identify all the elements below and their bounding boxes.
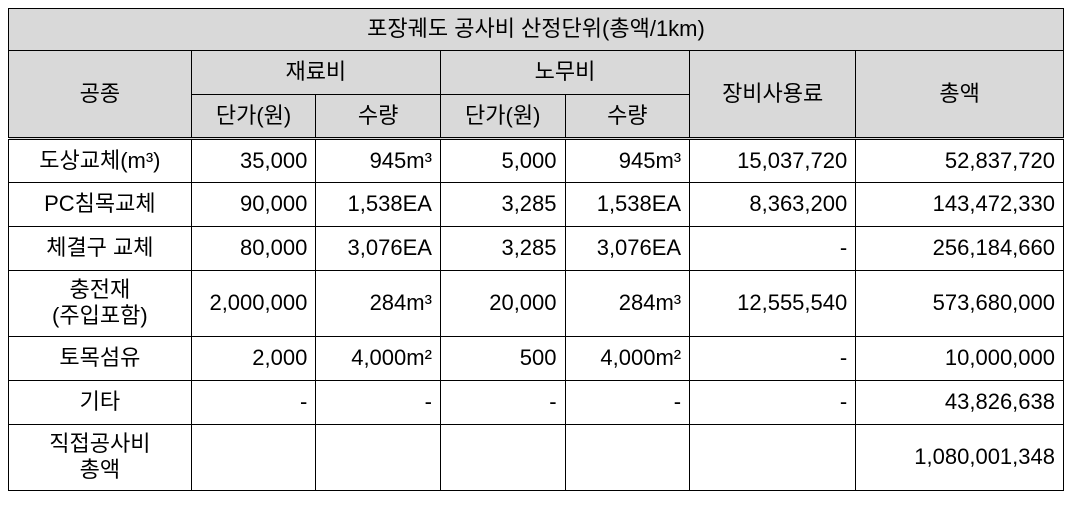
cell-equip: - bbox=[690, 227, 856, 271]
cell-mat-qty bbox=[316, 424, 441, 490]
cell-lab-qty: 284m³ bbox=[565, 271, 690, 337]
header-material-cost: 재료비 bbox=[191, 51, 440, 95]
row-label: 충전재(주입포함) bbox=[9, 271, 192, 337]
row-label: PC침목교체 bbox=[9, 183, 192, 227]
cell-lab-price bbox=[440, 424, 565, 490]
cell-mat-qty: 4,000m² bbox=[316, 336, 441, 380]
cell-total: 52,837,720 bbox=[856, 139, 1064, 183]
cell-lab-qty: 3,076EA bbox=[565, 227, 690, 271]
table-row: PC침목교체 90,000 1,538EA 3,285 1,538EA 8,36… bbox=[9, 183, 1064, 227]
table-row: 토목섬유 2,000 4,000m² 500 4,000m² - 10,000,… bbox=[9, 336, 1064, 380]
table-row: 충전재(주입포함) 2,000,000 284m³ 20,000 284m³ 1… bbox=[9, 271, 1064, 337]
cell-total: 143,472,330 bbox=[856, 183, 1064, 227]
cell-total: 256,184,660 bbox=[856, 227, 1064, 271]
cell-lab-qty: - bbox=[565, 380, 690, 424]
table-title: 포장궤도 공사비 산정단위(총액/1km) bbox=[9, 9, 1064, 51]
cell-total: 1,080,001,348 bbox=[856, 424, 1064, 490]
header-work-type: 공종 bbox=[9, 51, 192, 139]
cell-lab-qty: 1,538EA bbox=[565, 183, 690, 227]
cell-lab-price: 3,285 bbox=[440, 227, 565, 271]
cell-equip: 8,363,200 bbox=[690, 183, 856, 227]
row-label: 직접공사비총액 bbox=[9, 424, 192, 490]
cost-estimation-table: 포장궤도 공사비 산정단위(총액/1km) 공종 재료비 노무비 장비사용료 총… bbox=[8, 8, 1064, 491]
cell-lab-qty: 945m³ bbox=[565, 139, 690, 183]
header-equipment-fee: 장비사용료 bbox=[690, 51, 856, 139]
header-lab-unit-price: 단가(원) bbox=[440, 95, 565, 139]
cell-mat-price: 80,000 bbox=[191, 227, 316, 271]
cell-mat-qty: 945m³ bbox=[316, 139, 441, 183]
cell-mat-qty: 1,538EA bbox=[316, 183, 441, 227]
cell-lab-qty bbox=[565, 424, 690, 490]
cell-lab-price: 20,000 bbox=[440, 271, 565, 337]
cell-lab-qty: 4,000m² bbox=[565, 336, 690, 380]
cell-lab-price: 500 bbox=[440, 336, 565, 380]
cell-mat-qty: 3,076EA bbox=[316, 227, 441, 271]
table-row: 도상교체(m³) 35,000 945m³ 5,000 945m³ 15,037… bbox=[9, 139, 1064, 183]
cell-equip bbox=[690, 424, 856, 490]
cell-lab-price: 5,000 bbox=[440, 139, 565, 183]
cell-lab-price: 3,285 bbox=[440, 183, 565, 227]
table-row: 체결구 교체 80,000 3,076EA 3,285 3,076EA - 25… bbox=[9, 227, 1064, 271]
cell-mat-qty: 284m³ bbox=[316, 271, 441, 337]
cell-mat-price: 2,000,000 bbox=[191, 271, 316, 337]
row-label: 토목섬유 bbox=[9, 336, 192, 380]
cell-mat-price: 2,000 bbox=[191, 336, 316, 380]
row-label: 체결구 교체 bbox=[9, 227, 192, 271]
cell-total: 43,826,638 bbox=[856, 380, 1064, 424]
cell-total: 10,000,000 bbox=[856, 336, 1064, 380]
row-label: 기타 bbox=[9, 380, 192, 424]
table-row: 기타 - - - - - 43,826,638 bbox=[9, 380, 1064, 424]
cell-mat-price: - bbox=[191, 380, 316, 424]
cell-mat-price: 90,000 bbox=[191, 183, 316, 227]
table-row: 직접공사비총액 1,080,001,348 bbox=[9, 424, 1064, 490]
header-total: 총액 bbox=[856, 51, 1064, 139]
cell-lab-price: - bbox=[440, 380, 565, 424]
header-mat-unit-price: 단가(원) bbox=[191, 95, 316, 139]
row-label: 도상교체(m³) bbox=[9, 139, 192, 183]
header-mat-quantity: 수량 bbox=[316, 95, 441, 139]
cell-total: 573,680,000 bbox=[856, 271, 1064, 337]
header-lab-quantity: 수량 bbox=[565, 95, 690, 139]
cell-equip: - bbox=[690, 336, 856, 380]
header-labor-cost: 노무비 bbox=[440, 51, 689, 95]
cell-equip: 12,555,540 bbox=[690, 271, 856, 337]
cell-mat-price: 35,000 bbox=[191, 139, 316, 183]
table-body: 도상교체(m³) 35,000 945m³ 5,000 945m³ 15,037… bbox=[9, 139, 1064, 491]
cell-equip: - bbox=[690, 380, 856, 424]
cell-mat-price bbox=[191, 424, 316, 490]
cell-equip: 15,037,720 bbox=[690, 139, 856, 183]
cell-mat-qty: - bbox=[316, 380, 441, 424]
